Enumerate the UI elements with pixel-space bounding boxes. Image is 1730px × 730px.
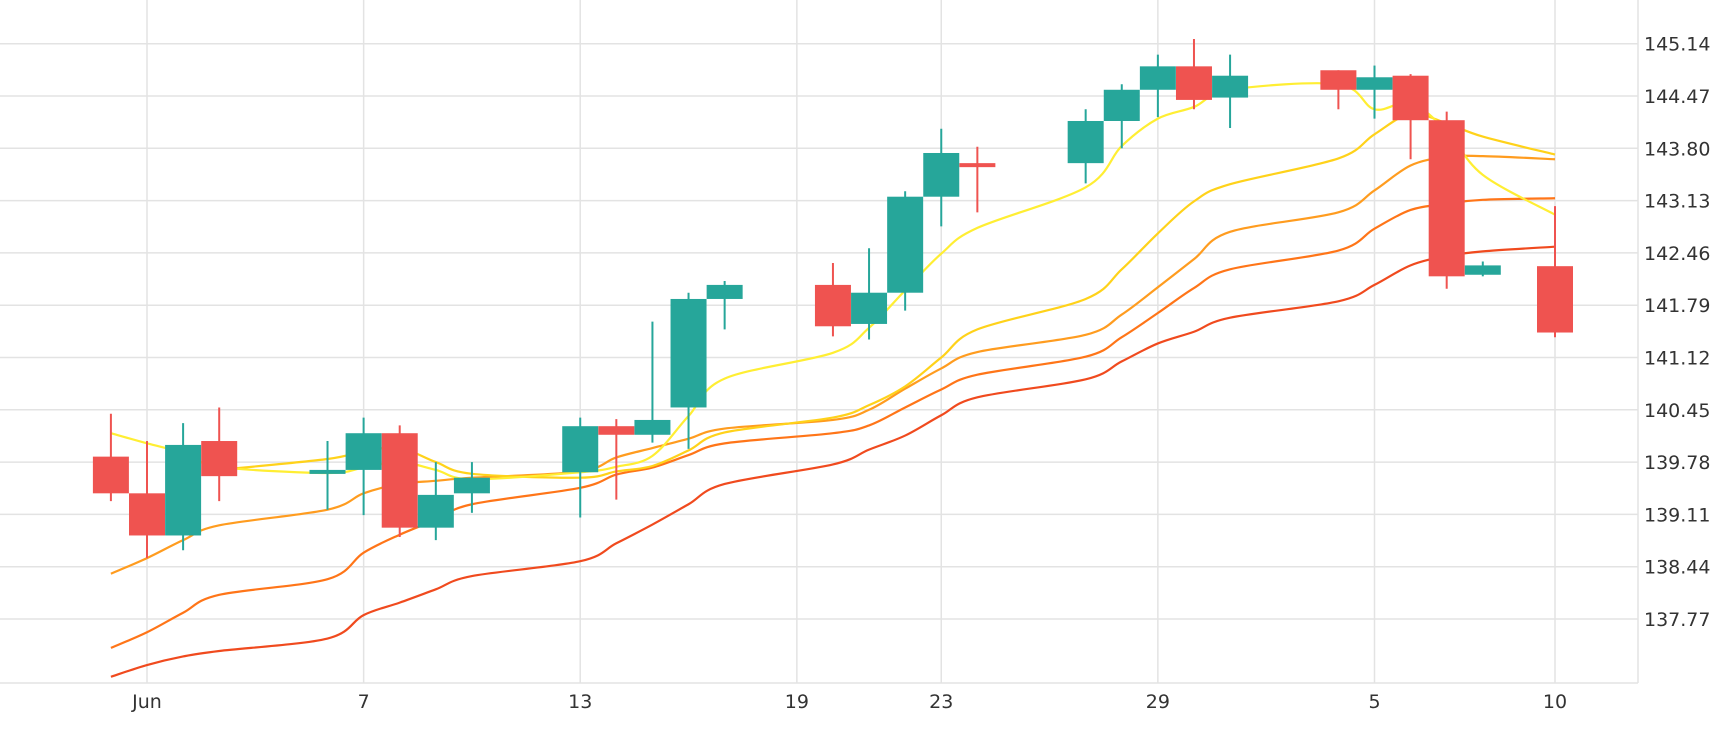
y-tick-label: 142.46 [1644,243,1710,265]
candle-body [381,433,418,528]
candle-up [634,321,671,443]
y-tick-label: 143.80 [1644,138,1710,160]
x-tick-label: 13 [568,691,592,713]
moving-average-lines [110,82,1556,678]
candle-body [887,196,924,293]
candle-body [92,456,129,494]
candle-up [453,462,490,513]
y-tick-label: 140.45 [1644,400,1710,422]
candle-body [1428,120,1465,277]
candle-body [201,441,238,477]
y-tick-label: 144.47 [1644,86,1710,108]
candle-body [634,419,671,435]
y-tick-label: 141.79 [1644,295,1710,317]
candle-up [887,191,924,311]
y-axis: 137.77 138.44 139.11 139.78 140.45 141.12 141.… [1644,34,1710,631]
y-tick-label: 138.44 [1644,557,1710,579]
x-tick-label: Jun [131,691,162,713]
candle-up [1212,54,1249,129]
grid [0,0,1639,684]
candle-body [1392,75,1429,121]
candle-up [1139,54,1176,118]
candle-down [598,419,635,500]
candle-body [1464,265,1501,275]
candle-body [129,493,165,536]
candle-body [923,152,960,197]
candle-down [1320,70,1357,110]
candle-body [1139,66,1176,90]
candle-down [1537,206,1573,338]
moving-average-line [110,245,1556,678]
candle-down [814,263,851,337]
candle-up [851,248,888,340]
y-tick-label: 139.78 [1644,452,1710,474]
candle-down [1175,39,1212,110]
candle-up [1103,84,1140,149]
candle-up [165,423,202,551]
candle-up [1067,109,1104,184]
y-tick-label: 137.77 [1644,609,1710,631]
candle-up [923,128,960,227]
candle-down [959,146,996,213]
candle-down [381,425,418,538]
moving-average-line [110,197,1556,649]
candle-body [1175,66,1212,100]
candle-up [706,281,743,330]
candle-body [1212,75,1249,98]
candle-body [1320,70,1357,90]
candle-body [851,292,888,324]
candle-body [165,444,202,536]
candle-up [1464,261,1501,277]
candle-down [1392,74,1429,160]
candle-down [92,413,129,502]
candles [92,39,1573,559]
candle-body [706,284,743,299]
x-tick-label: 10 [1543,691,1567,713]
candle-up [670,292,707,449]
y-tick-label: 141.12 [1644,348,1710,370]
candle-body [417,494,454,528]
x-tick-label: 23 [929,691,953,713]
candle-body [453,477,490,494]
x-tick-label: 29 [1146,691,1170,713]
candle-body [1356,77,1393,90]
candle-up [417,462,454,541]
x-tick-label: 7 [358,691,370,713]
moving-average-line [219,112,1556,479]
candle-up [562,417,599,518]
candle-body [670,298,707,408]
y-tick-label: 143.13 [1644,191,1710,213]
candle-body [345,433,382,470]
candle-body [1103,89,1140,121]
candle-body [309,469,346,474]
y-tick-label: 139.11 [1644,504,1710,526]
y-tick-label: 145.14 [1644,34,1710,56]
candle-body [598,426,635,435]
x-tick-label: 19 [785,691,809,713]
candle-up [1356,65,1393,119]
candle-body [814,284,851,327]
x-tick-label: 5 [1368,691,1380,713]
candle-body [1067,120,1104,164]
candle-up [309,441,346,510]
candle-up [345,417,382,516]
moving-average-line [110,154,1556,575]
candle-down [201,407,238,502]
x-axis: Jun 7 13 19 23 29 5 10 [131,691,1567,713]
candle-body [959,163,996,168]
candle-down [1428,111,1465,289]
candle-body [1537,266,1573,333]
candle-down [129,441,165,559]
candle-body [562,426,599,473]
